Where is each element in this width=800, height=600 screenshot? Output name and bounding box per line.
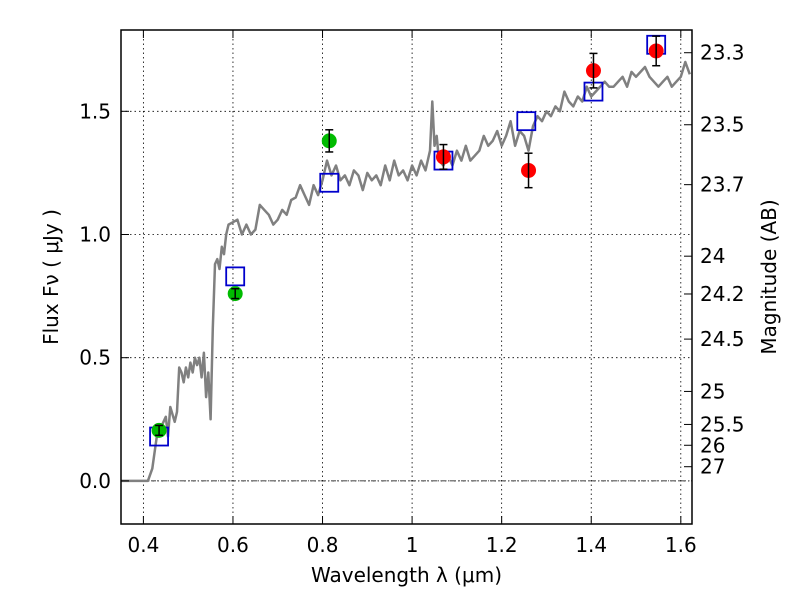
y-axis-label: Flux Fν ( μJy ): [39, 209, 63, 345]
x-axis-label: Wavelength λ (μm): [311, 563, 502, 587]
x-tick-label: 1.2: [486, 533, 518, 557]
magnitude-tick-label: 24.2: [700, 282, 745, 306]
x-tick-label: 0.4: [127, 533, 159, 557]
model-photometry-squares: [149, 34, 667, 447]
right-axis-label: Magnitude (AB): [757, 199, 781, 354]
model-square-marker: [319, 172, 340, 193]
spectrum-line: [121, 60, 691, 483]
y-tick-label: 1.5: [79, 99, 111, 123]
y-tick-label: 0.5: [79, 346, 111, 370]
model-spectrum: [121, 60, 691, 483]
magnitude-tick-label: 25: [700, 379, 725, 403]
magnitude-tick-label: 27: [700, 455, 725, 479]
magnitude-tick-label: 23.5: [700, 113, 745, 137]
magnitude-tick-label: 26: [700, 433, 725, 457]
magnitude-tick-label: 24.5: [700, 327, 745, 351]
grid-lines: [121, 30, 692, 524]
model-square-marker: [225, 266, 246, 287]
magnitude-tick-label: 25.5: [700, 412, 745, 436]
y-tick-label: 0.0: [79, 469, 111, 493]
magnitude-tick-label: 23.3: [700, 41, 745, 65]
x-tick-labels: 0.4 0.6 0.8 1 1.2 1.4 1.6: [127, 533, 696, 557]
y-tick-label: 1.0: [79, 222, 111, 246]
y-tick-labels: 0.0 0.5 1.0 1.5: [79, 99, 111, 493]
magnitude-tick-label: 23.7: [700, 173, 745, 197]
x-tick-label: 1.6: [665, 533, 697, 557]
magnitude-tick-label: 24: [700, 244, 725, 268]
error-bars: [155, 35, 661, 437]
x-tick-label: 1: [406, 533, 419, 557]
x-tick-label: 0.6: [217, 533, 249, 557]
x-tick-label: 1.4: [575, 533, 607, 557]
plot-frame: [120, 29, 693, 525]
x-tick-label: 0.8: [307, 533, 339, 557]
axis-ticks: [121, 30, 692, 524]
model-square-marker: [516, 111, 537, 132]
